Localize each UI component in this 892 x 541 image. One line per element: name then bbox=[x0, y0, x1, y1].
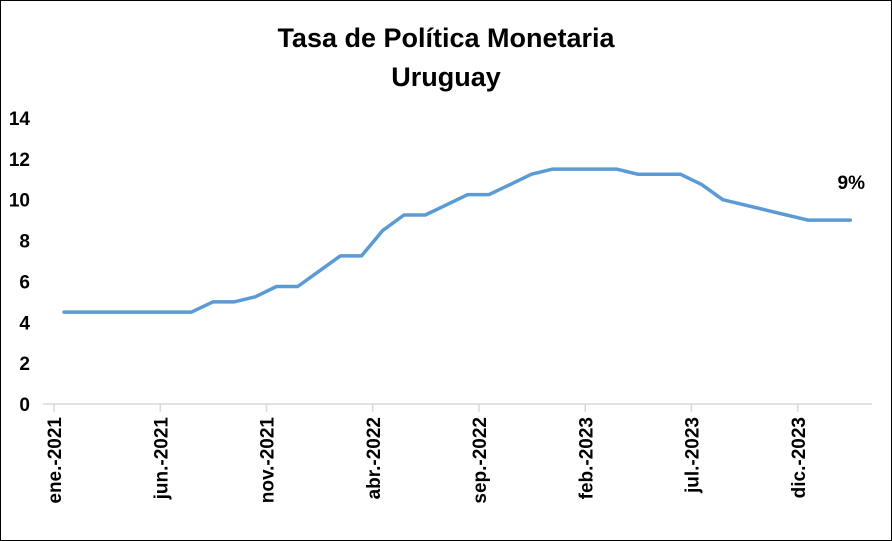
y-tick-label: 10 bbox=[9, 191, 30, 212]
y-tick-label: 12 bbox=[9, 150, 30, 171]
x-tick-label: dic.-2023 bbox=[789, 417, 810, 498]
x-tick-label: jul.-2023 bbox=[683, 417, 704, 494]
y-tick-label: 2 bbox=[19, 354, 30, 375]
y-axis: 0 2 4 6 8 10 12 14 bbox=[9, 109, 31, 416]
series-line bbox=[62, 167, 853, 314]
y-tick-label: 8 bbox=[19, 232, 30, 253]
x-tick-label: nov.-2021 bbox=[258, 417, 279, 504]
chart-subtitle: Uruguay bbox=[391, 62, 501, 92]
annotation-layer: 9% bbox=[838, 173, 866, 194]
y-tick-label: 6 bbox=[19, 272, 30, 293]
chart-title: Tasa de Política Monetaria bbox=[277, 23, 615, 53]
y-tick-label: 0 bbox=[19, 395, 30, 416]
x-axis: ene.-2021 jun.-2021 nov.-2021 abr.-2022 sep.… bbox=[43, 403, 872, 504]
x-tick-label: abr.-2022 bbox=[364, 417, 385, 499]
x-tick-label: ene.-2021 bbox=[45, 417, 66, 504]
y-tick-label: 4 bbox=[19, 313, 30, 334]
x-tick-label: sep.-2022 bbox=[470, 417, 491, 504]
data-label: 9% bbox=[838, 173, 866, 194]
x-tick-label: jun.-2021 bbox=[151, 417, 172, 501]
series-layer bbox=[62, 167, 853, 314]
x-tick-label: feb.-2023 bbox=[576, 417, 597, 499]
y-tick-label: 14 bbox=[9, 109, 31, 130]
